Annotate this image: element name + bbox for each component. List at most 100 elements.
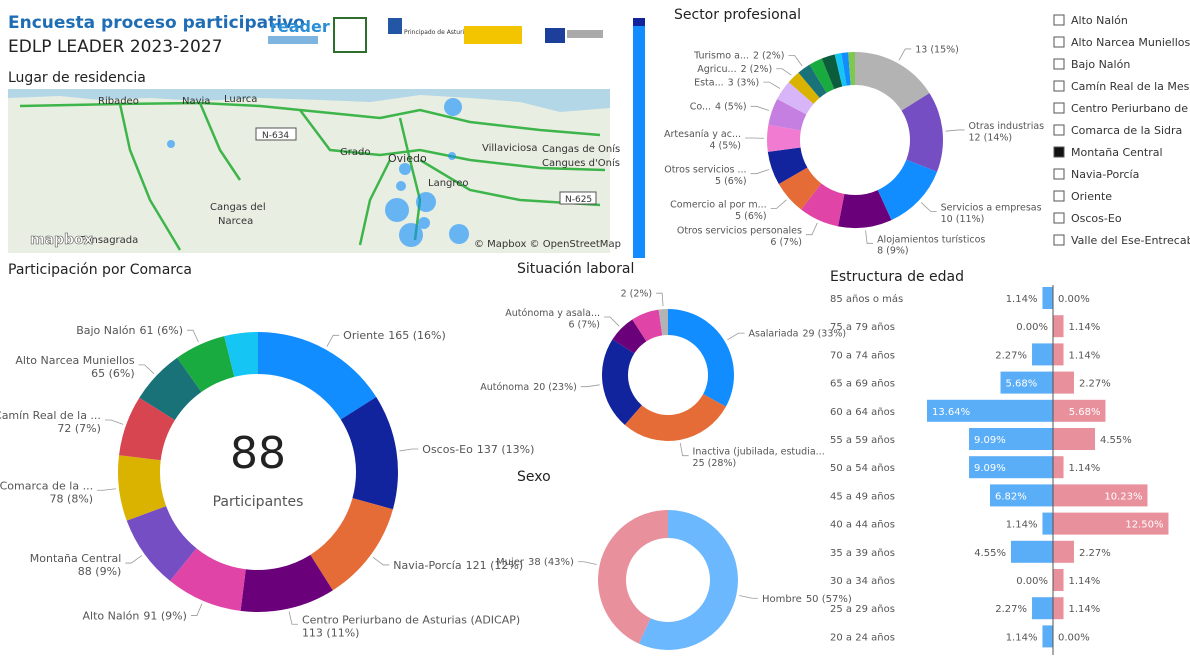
slice-label: Otros servicios ...5 (6%): [664, 165, 746, 187]
value-label: 10 (11%): [941, 214, 985, 225]
leader-line: [187, 330, 198, 342]
leader-line: [739, 596, 758, 599]
slicer-item[interactable]: Camín Real de la Mesa: [1071, 80, 1190, 93]
slicer-item[interactable]: Oriente: [1071, 190, 1112, 203]
checkbox[interactable]: [1054, 235, 1064, 245]
checkbox[interactable]: [1054, 125, 1064, 135]
value-label: 88 (9%): [78, 565, 122, 578]
y-tick-label: 55 a 59 años: [830, 435, 895, 446]
leader-line: [921, 202, 936, 211]
leader-line: [899, 49, 911, 60]
leader-line: [946, 130, 965, 131]
value-label: 113 (11%): [302, 626, 360, 639]
value-label: 2 (2%): [753, 51, 785, 62]
category-label: Centro Periurbano de Asturias (ADICAP): [302, 613, 520, 626]
leader-line: [581, 385, 600, 387]
slice-label: Comarca de la ...78 (8%): [0, 479, 93, 505]
slice: [602, 339, 642, 425]
slicer-item[interactable]: Valle del Ese-Entrecabos: [1071, 234, 1190, 247]
map-label: Villaviciosa: [482, 143, 538, 154]
map-label: Cangas de Onís: [542, 143, 620, 155]
subtitle: EDLP LEADER 2023-2027: [8, 37, 223, 57]
chart-title: Estructura de edad: [830, 269, 964, 285]
category-label: Montaña Central: [30, 552, 122, 565]
leader-line: [806, 223, 817, 235]
value-label: 8 (9%): [877, 246, 909, 257]
leader-line: [97, 489, 116, 491]
slicer-item[interactable]: Oscos-Eo: [1071, 212, 1122, 225]
leader-line: [399, 449, 418, 451]
value-label: 2.27%: [995, 604, 1027, 615]
value-label: 4 (5%): [709, 140, 741, 151]
category-label: Otros servicios ...: [664, 165, 746, 176]
leader-line: [771, 200, 787, 209]
checkbox[interactable]: [1054, 147, 1064, 157]
map-label: Narcea: [218, 216, 253, 227]
checkbox[interactable]: [1054, 37, 1064, 47]
bar: [1053, 428, 1095, 450]
y-tick-label: 75 a 79 años: [830, 322, 895, 333]
value-label: 2.27%: [995, 350, 1027, 361]
value-label: 38 (43%): [528, 557, 574, 568]
logo-text: [268, 36, 318, 44]
value-label: 4 (5%): [715, 102, 747, 113]
y-tick-label: 85 años o más: [830, 293, 903, 305]
checkbox[interactable]: [1054, 103, 1064, 113]
slice-label: Alto Narcea Muniellos65 (6%): [15, 354, 135, 380]
slice-label: 13 (15%): [915, 44, 959, 55]
map-label: Ribadeo: [98, 96, 139, 107]
slice-label: Otras industrias12 (14%): [969, 121, 1045, 143]
dashboard: Encuesta proceso participativo EDLP LEAD…: [0, 0, 1190, 659]
checkbox[interactable]: [1054, 81, 1064, 91]
slice: [625, 394, 726, 441]
kpi-value: 88: [230, 428, 286, 479]
category-label: Autónoma: [480, 382, 529, 393]
value-label: 13 (15%): [915, 44, 959, 55]
value-label: 78 (8%): [50, 492, 94, 505]
checkbox[interactable]: [1054, 59, 1064, 69]
value-label: 12.50%: [1125, 520, 1163, 531]
checkbox[interactable]: [1054, 191, 1064, 201]
bar: [1042, 513, 1053, 535]
y-tick-label: 45 a 49 años: [830, 491, 895, 502]
slicer-item[interactable]: Comarca de la Sidra: [1071, 124, 1182, 137]
leader-line: [776, 69, 791, 75]
value-label: 1.14%: [1069, 463, 1101, 474]
slicer-item[interactable]: Centro Periurbano de ...: [1071, 102, 1190, 115]
map-land: [8, 89, 610, 253]
category-label: Alto Narcea Muniellos: [15, 354, 135, 367]
logo: reader: [270, 17, 330, 36]
category-label: Bajo Nalón: [76, 324, 135, 337]
logo-text: Principado de Asturias: [404, 29, 471, 36]
slice-label: Servicios a empresas10 (11%): [941, 202, 1042, 224]
slicer-item[interactable]: Alto Nalón: [1071, 14, 1128, 27]
value-label: 12 (14%): [969, 132, 1013, 143]
category-label: Servicios a empresas: [941, 202, 1042, 213]
category-label: Agricu...: [697, 64, 736, 75]
category-label: Comercio al por m...: [670, 199, 767, 210]
value-label: 9.09%: [974, 435, 1006, 446]
slicer-item[interactable]: Bajo Nalón: [1071, 58, 1130, 71]
map-title: Lugar de residencia: [8, 70, 146, 86]
scroll-bar: [633, 18, 645, 258]
chart-title: Sector profesional: [674, 7, 801, 23]
slice-label: Alojamientos turísticos8 (9%): [877, 234, 985, 256]
leader-line: [751, 106, 769, 110]
bar: [1032, 597, 1053, 619]
value-label: 1.14%: [1069, 322, 1101, 333]
leader-line: [139, 365, 154, 374]
slicer-item[interactable]: Alto Narcea Muniellos: [1071, 36, 1190, 49]
checkbox[interactable]: [1054, 15, 1064, 25]
slicer-item[interactable]: Navia-Porcía: [1071, 168, 1139, 181]
slice: [668, 309, 734, 407]
category-label: Alojamientos turísticos: [877, 234, 985, 245]
y-tick-label: 70 a 74 años: [830, 350, 895, 361]
value-label: 5 (6%): [735, 211, 767, 222]
slicer-item[interactable]: Montaña Central: [1071, 146, 1163, 159]
checkbox[interactable]: [1054, 213, 1064, 223]
slice: [258, 332, 376, 420]
checkbox[interactable]: [1054, 169, 1064, 179]
value-label: 13.64%: [932, 407, 970, 418]
slicer: Alto Nalón Alto Narcea Muniellos Bajo Naló…: [1054, 14, 1190, 247]
